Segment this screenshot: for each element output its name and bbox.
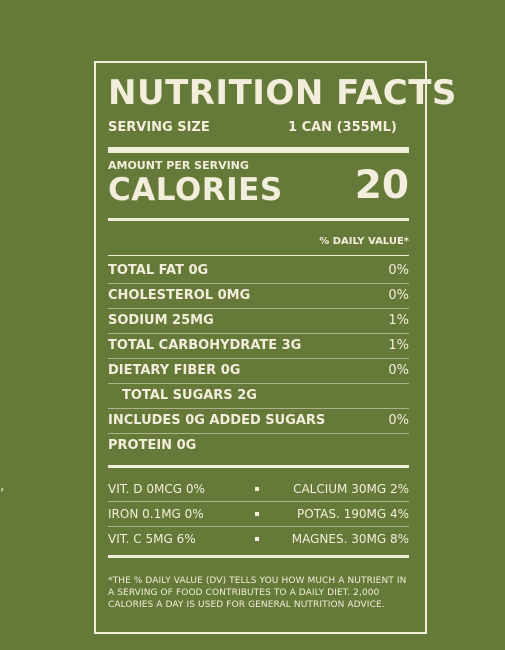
bullet-icon bbox=[255, 512, 259, 516]
vitamin-row: IRON 0.1MG 0% POTAS. 190MG 4% bbox=[108, 502, 409, 527]
nutrient-percent: 0% bbox=[388, 363, 409, 378]
nutrient-percent: 1% bbox=[388, 313, 409, 328]
nutrient-row-total-carbohydrate: TOTAL CARBOHYDRATE 3G 1% bbox=[108, 334, 409, 359]
nutrition-facts-title: NUTRITION FACTS bbox=[108, 73, 457, 113]
nutrient-row-added-sugars: INCLUDES 0G ADDED SUGARS 0% bbox=[108, 409, 409, 434]
nutrient-row-sodium: SODIUM 25MG 1% bbox=[108, 309, 409, 334]
vitamin-mineral-list: VIT. D 0MCG 0% CALCIUM 30MG 2% IRON 0.1M… bbox=[108, 477, 409, 551]
nutrient-label: TOTAL FAT 0G bbox=[108, 263, 209, 278]
nutrient-list: TOTAL FAT 0G 0% CHOLESTEROL 0MG 0% SODIU… bbox=[108, 259, 409, 458]
nutrient-percent: 0% bbox=[388, 288, 409, 303]
vitamin-right: MAGNES. 30MG 8% bbox=[291, 532, 409, 546]
nutrient-row-dietary-fiber: DIETARY FIBER 0G 0% bbox=[108, 359, 409, 384]
nutrient-row-cholesterol: CHOLESTEROL 0MG 0% bbox=[108, 284, 409, 309]
nutrient-label: DIETARY FIBER 0G bbox=[108, 363, 241, 378]
nutrient-percent: 0% bbox=[388, 413, 409, 428]
nutrient-percent: 0% bbox=[388, 263, 409, 278]
divider-after-calories bbox=[108, 218, 409, 221]
vitamin-left: VIT. D 0MCG 0% bbox=[108, 482, 205, 496]
amount-per-serving-label: AMOUNT PER SERVING bbox=[108, 159, 249, 172]
serving-size-row: SERVING SIZE 1 CAN (355ML) bbox=[108, 119, 409, 137]
nutrient-label: TOTAL CARBOHYDRATE 3G bbox=[108, 338, 302, 353]
calories-label: CALORIES bbox=[108, 172, 283, 208]
nutrient-row-total-fat: TOTAL FAT 0G 0% bbox=[108, 259, 409, 284]
vitamin-right: CALCIUM 30MG 2% bbox=[293, 482, 409, 496]
serving-size-value: 1 CAN (355ML) bbox=[288, 120, 397, 135]
serving-size-label: SERVING SIZE bbox=[108, 120, 210, 135]
vitamin-row: VIT. C 5MG 6% MAGNES. 30MG 8% bbox=[108, 527, 409, 551]
daily-value-footnote: *THE % DAILY VALUE (DV) TELLS YOU HOW MU… bbox=[108, 576, 407, 610]
divider-before-vitamins bbox=[108, 465, 409, 468]
nutrient-label: TOTAL SUGARS 2G bbox=[122, 388, 257, 403]
calories-value: 20 bbox=[354, 163, 409, 208]
nutrient-label: INCLUDES 0G ADDED SUGARS bbox=[108, 413, 326, 428]
vitamin-right: POTAS. 190MG 4% bbox=[297, 507, 409, 521]
edge-mark: , bbox=[0, 478, 5, 494]
nutrient-percent: 1% bbox=[388, 338, 409, 353]
vitamin-left: IRON 0.1MG 0% bbox=[108, 507, 204, 521]
divider-before-nutrients bbox=[108, 255, 409, 256]
nutrient-label: PROTEIN 0G bbox=[108, 438, 197, 453]
nutrition-facts-panel: NUTRITION FACTS SERVING SIZE 1 CAN (355M… bbox=[94, 61, 456, 634]
vitamin-left: VIT. C 5MG 6% bbox=[108, 532, 196, 546]
nutrient-label: SODIUM 25MG bbox=[108, 313, 214, 328]
nutrient-row-protein: PROTEIN 0G bbox=[108, 434, 409, 458]
vitamin-row: VIT. D 0MCG 0% CALCIUM 30MG 2% bbox=[108, 477, 409, 502]
nutrition-facts-content: NUTRITION FACTS SERVING SIZE 1 CAN (355M… bbox=[108, 63, 456, 632]
nutrient-row-total-sugars: TOTAL SUGARS 2G bbox=[108, 384, 409, 409]
divider-before-footnote bbox=[108, 555, 409, 558]
bullet-icon bbox=[255, 537, 259, 541]
thick-divider-top bbox=[108, 147, 409, 153]
daily-value-header: % DAILY VALUE* bbox=[319, 236, 409, 247]
bullet-icon bbox=[255, 487, 259, 491]
nutrient-label: CHOLESTEROL 0MG bbox=[108, 288, 251, 303]
